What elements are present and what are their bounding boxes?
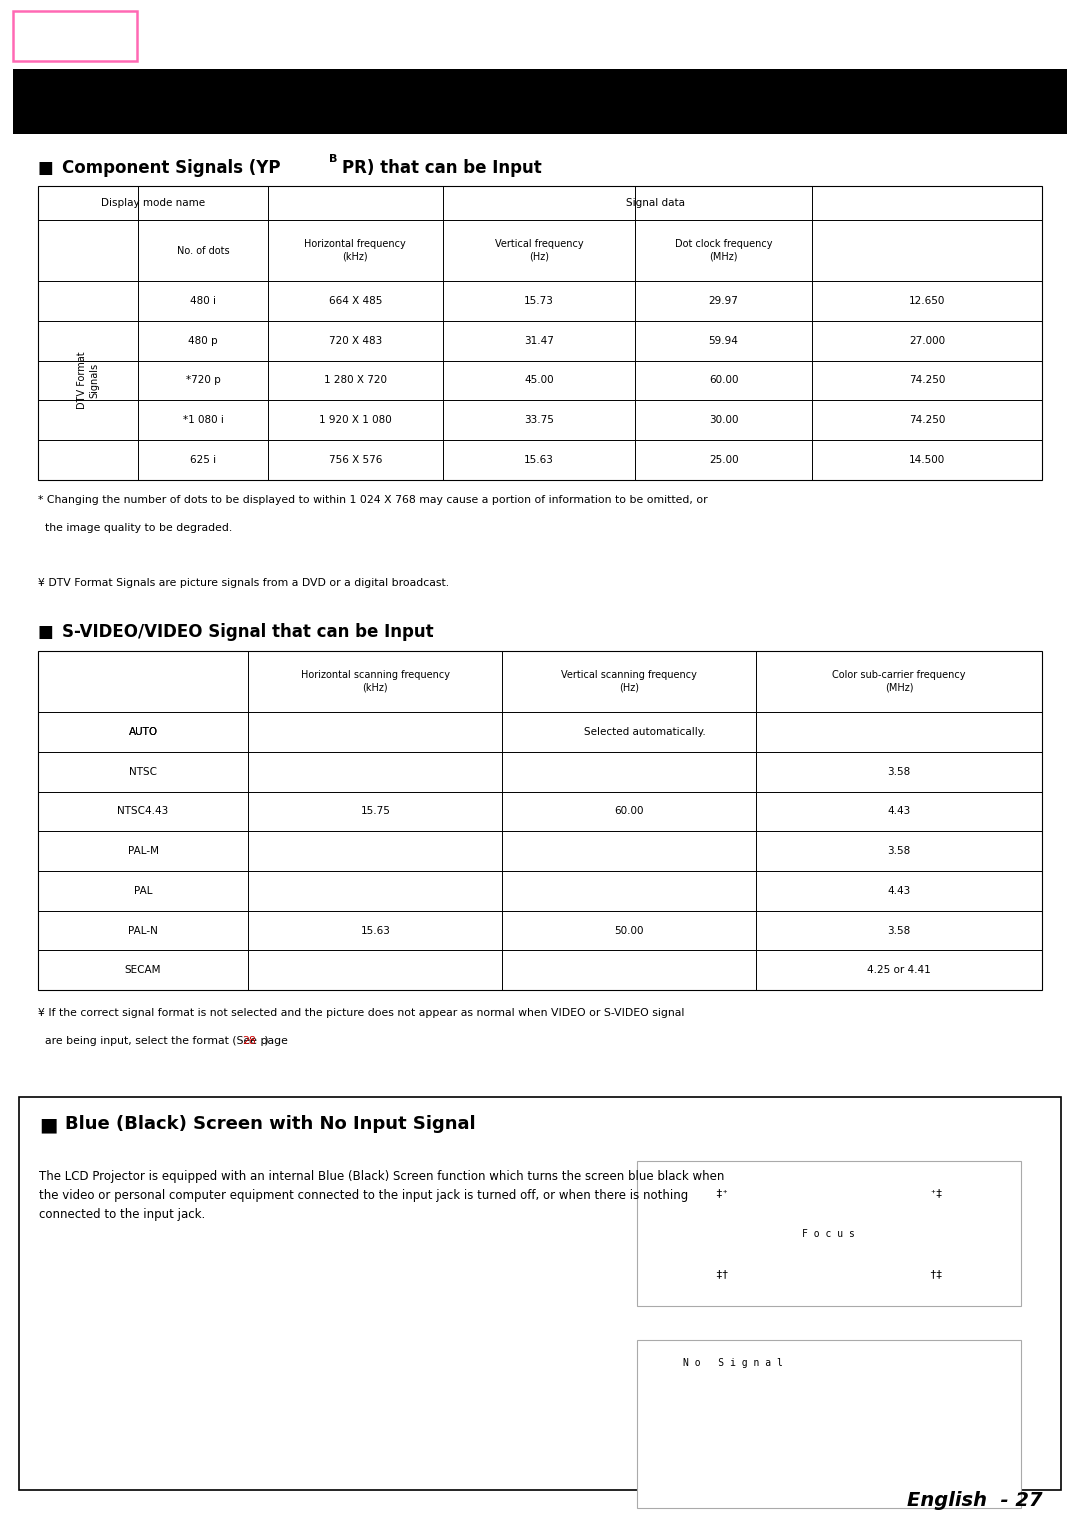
Text: ⁺‡: ⁺‡ bbox=[930, 1189, 943, 1198]
Text: 664 X 485: 664 X 485 bbox=[328, 296, 382, 306]
Text: Horizontal scanning frequency
(kHz): Horizontal scanning frequency (kHz) bbox=[301, 671, 449, 692]
Text: PAL-N: PAL-N bbox=[129, 926, 158, 935]
Text: 1 280 X 720: 1 280 X 720 bbox=[324, 376, 387, 385]
Text: .): .) bbox=[261, 1036, 269, 1047]
Text: Horizontal frequency
(kHz): Horizontal frequency (kHz) bbox=[305, 240, 406, 261]
Text: 12.650: 12.650 bbox=[909, 296, 945, 306]
Text: 25.00: 25.00 bbox=[708, 455, 739, 465]
Text: 4.43: 4.43 bbox=[888, 807, 910, 816]
Text: 29.97: 29.97 bbox=[708, 296, 739, 306]
Text: DTV Format
Signals: DTV Format Signals bbox=[77, 351, 99, 410]
Text: Signal data: Signal data bbox=[625, 199, 685, 208]
Text: N o   S i g n a l: N o S i g n a l bbox=[684, 1358, 783, 1369]
Text: Selected automatically.: Selected automatically. bbox=[584, 727, 706, 736]
Text: 3.58: 3.58 bbox=[888, 926, 910, 935]
Text: PR) that can be Input: PR) that can be Input bbox=[342, 159, 542, 177]
Text: Blue (Black) Screen with No Input Signal: Blue (Black) Screen with No Input Signal bbox=[65, 1115, 475, 1134]
Text: ¥ DTV Format Signals are picture signals from a DVD or a digital broadcast.: ¥ DTV Format Signals are picture signals… bbox=[38, 578, 449, 588]
Text: * Changing the number of dots to be displayed to within 1 024 X 768 may cause a : * Changing the number of dots to be disp… bbox=[38, 495, 707, 506]
Text: English  - 27: English - 27 bbox=[906, 1491, 1042, 1510]
Text: The LCD Projector is equipped with an internal Blue (Black) Screen function whic: The LCD Projector is equipped with an in… bbox=[39, 1170, 725, 1221]
Text: 480 p: 480 p bbox=[188, 336, 218, 345]
Text: 31.47: 31.47 bbox=[524, 336, 554, 345]
Text: No. of dots: No. of dots bbox=[177, 246, 229, 255]
Text: 74.250: 74.250 bbox=[909, 416, 945, 425]
Text: 60.00: 60.00 bbox=[708, 376, 739, 385]
Text: 15.75: 15.75 bbox=[361, 807, 390, 816]
Text: ■: ■ bbox=[39, 1115, 57, 1134]
Text: 480 i: 480 i bbox=[190, 296, 216, 306]
Text: AUTO: AUTO bbox=[129, 727, 158, 736]
Text: PAL: PAL bbox=[134, 886, 152, 895]
Text: *1 080 i: *1 080 i bbox=[183, 416, 224, 425]
Text: Color sub-carrier frequency
(MHz): Color sub-carrier frequency (MHz) bbox=[833, 671, 966, 692]
Bar bbox=[19, 1097, 1061, 1490]
Text: 45.00: 45.00 bbox=[524, 376, 554, 385]
Text: NTSC: NTSC bbox=[130, 767, 157, 776]
Bar bbox=[637, 1340, 1021, 1508]
Text: Vertical scanning frequency
(Hz): Vertical scanning frequency (Hz) bbox=[562, 671, 697, 692]
Text: ■: ■ bbox=[38, 623, 54, 642]
Text: 1 920 X 1 080: 1 920 X 1 080 bbox=[319, 416, 392, 425]
Text: 756 X 576: 756 X 576 bbox=[328, 455, 382, 465]
Text: ‡†: ‡† bbox=[715, 1270, 728, 1279]
Text: 30.00: 30.00 bbox=[708, 416, 739, 425]
Bar bbox=[637, 1161, 1021, 1306]
Text: Display mode name: Display mode name bbox=[100, 199, 205, 208]
Text: Component Signals (YP: Component Signals (YP bbox=[62, 159, 292, 177]
Text: †‡: †‡ bbox=[930, 1270, 943, 1279]
Bar bbox=[38, 186, 1042, 480]
Text: ‡⁺: ‡⁺ bbox=[715, 1189, 728, 1198]
Text: Dot clock frequency
(MHz): Dot clock frequency (MHz) bbox=[675, 240, 772, 261]
Text: SECAM: SECAM bbox=[125, 966, 161, 975]
Text: S-VIDEO/VIDEO Signal that can be Input: S-VIDEO/VIDEO Signal that can be Input bbox=[62, 623, 433, 642]
Bar bbox=[13, 11, 137, 61]
Text: 625 i: 625 i bbox=[190, 455, 216, 465]
Bar bbox=[38, 651, 1042, 990]
Text: 3.58: 3.58 bbox=[888, 847, 910, 856]
Text: 4.25 or 4.41: 4.25 or 4.41 bbox=[867, 966, 931, 975]
Text: F o c u s: F o c u s bbox=[802, 1229, 855, 1239]
Text: 27.000: 27.000 bbox=[909, 336, 945, 345]
Text: 3.58: 3.58 bbox=[888, 767, 910, 776]
Text: 15.73: 15.73 bbox=[524, 296, 554, 306]
Bar bbox=[13, 69, 1067, 134]
Text: 28: 28 bbox=[242, 1036, 256, 1047]
Text: the image quality to be degraded.: the image quality to be degraded. bbox=[38, 523, 232, 533]
Text: 14.500: 14.500 bbox=[909, 455, 945, 465]
Text: PAL-M: PAL-M bbox=[127, 847, 159, 856]
Text: 74.250: 74.250 bbox=[909, 376, 945, 385]
Text: Vertical frequency
(Hz): Vertical frequency (Hz) bbox=[495, 240, 583, 261]
Text: 60.00: 60.00 bbox=[615, 807, 644, 816]
Text: ¥ If the correct signal format is not selected and the picture does not appear a: ¥ If the correct signal format is not se… bbox=[38, 1008, 684, 1019]
Text: are being input, select the format (See page: are being input, select the format (See … bbox=[38, 1036, 292, 1047]
Text: 720 X 483: 720 X 483 bbox=[328, 336, 382, 345]
Text: 50.00: 50.00 bbox=[615, 926, 644, 935]
Text: 15.63: 15.63 bbox=[524, 455, 554, 465]
Text: NTSC4.43: NTSC4.43 bbox=[118, 807, 168, 816]
Text: B: B bbox=[329, 154, 338, 165]
Text: 59.94: 59.94 bbox=[708, 336, 739, 345]
Text: ■: ■ bbox=[38, 159, 54, 177]
Text: 33.75: 33.75 bbox=[524, 416, 554, 425]
Text: AUTO: AUTO bbox=[129, 727, 158, 736]
Text: 15.63: 15.63 bbox=[361, 926, 390, 935]
Text: 4.43: 4.43 bbox=[888, 886, 910, 895]
Text: *720 p: *720 p bbox=[186, 376, 220, 385]
